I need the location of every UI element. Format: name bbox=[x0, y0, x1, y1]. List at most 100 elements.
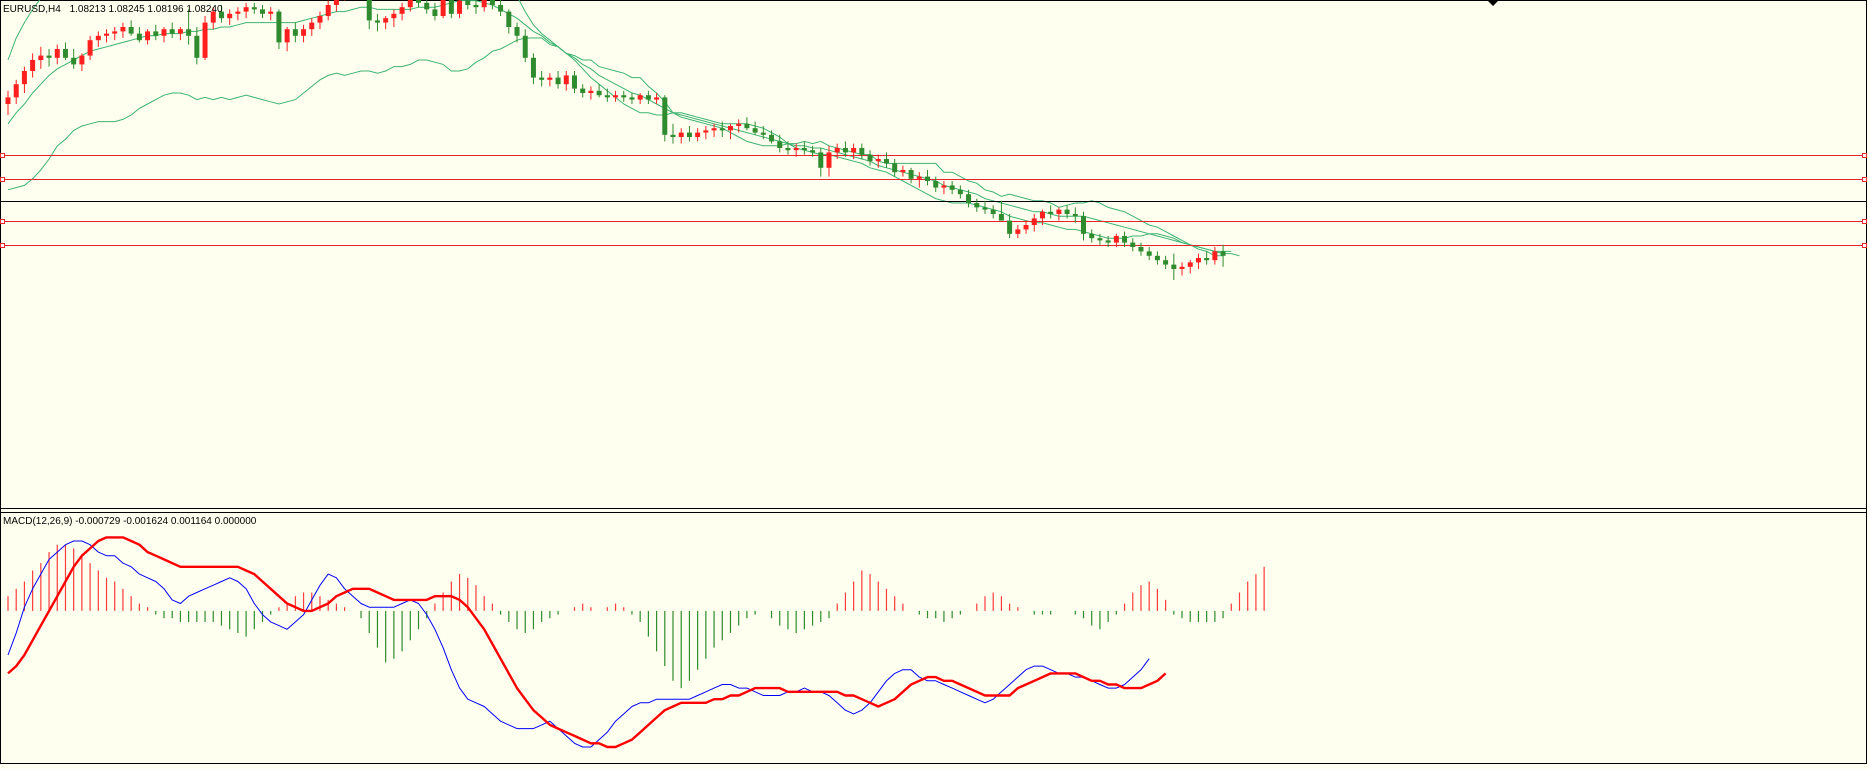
candle-body bbox=[243, 7, 249, 12]
candle-body bbox=[703, 130, 709, 133]
signal-line bbox=[7, 536, 1167, 749]
candle-body bbox=[186, 29, 192, 36]
candle-body bbox=[908, 170, 914, 179]
candle-body bbox=[752, 128, 758, 133]
candle-body bbox=[925, 176, 931, 181]
candle-body bbox=[974, 203, 980, 208]
candle-body bbox=[695, 132, 701, 137]
candle-body bbox=[514, 27, 520, 36]
candle-body bbox=[391, 13, 397, 19]
candle-body bbox=[547, 77, 553, 80]
candle-body bbox=[1130, 242, 1136, 247]
candle-body bbox=[317, 16, 323, 23]
candle-body bbox=[629, 97, 635, 100]
price-pane-title: EURUSD,H4 1.08213 1.08245 1.08196 1.0824… bbox=[3, 4, 223, 15]
candle-body bbox=[966, 194, 972, 203]
horizontal-line-handle-right[interactable] bbox=[1862, 177, 1867, 182]
candle-body bbox=[818, 152, 824, 168]
candle-body bbox=[54, 49, 60, 58]
candlesticks bbox=[5, 0, 1226, 280]
candle-body bbox=[1138, 247, 1144, 252]
candle-body bbox=[1023, 225, 1029, 230]
candle-body bbox=[1212, 251, 1218, 261]
horizontal-line-handle-left[interactable] bbox=[0, 243, 5, 248]
candle-body bbox=[104, 33, 110, 36]
chart-shift-marker-icon[interactable] bbox=[1487, 0, 1499, 6]
horizontal-line-handle-left[interactable] bbox=[0, 219, 5, 224]
candle-body bbox=[555, 77, 561, 85]
candle-body bbox=[867, 154, 873, 162]
candle-body bbox=[1089, 233, 1095, 239]
horizontal-lines[interactable] bbox=[0, 153, 1867, 248]
candle-body bbox=[210, 11, 216, 23]
horizontal-line-handle-left[interactable] bbox=[0, 177, 5, 182]
candle-body bbox=[465, 0, 471, 5]
candle-body bbox=[744, 123, 750, 129]
candle-body bbox=[120, 27, 126, 32]
bollinger-middle-line bbox=[7, 0, 1240, 257]
macd-line bbox=[7, 540, 1150, 748]
candle-body bbox=[1015, 229, 1021, 234]
candle-body bbox=[1056, 209, 1062, 214]
candle-body bbox=[760, 132, 766, 135]
candle-body bbox=[87, 40, 93, 56]
candle-body bbox=[440, 0, 446, 16]
candle-body bbox=[834, 148, 840, 153]
candle-body bbox=[177, 29, 183, 34]
candle-body bbox=[112, 31, 118, 34]
candle-body bbox=[292, 29, 298, 36]
candle-body bbox=[432, 9, 438, 16]
candle-body bbox=[79, 55, 85, 65]
candle-body bbox=[957, 189, 963, 195]
candle-body bbox=[416, 0, 421, 3]
candle-body bbox=[407, 0, 413, 8]
candle-body bbox=[95, 35, 101, 41]
candle-body bbox=[481, 0, 487, 8]
candle-body bbox=[859, 148, 865, 155]
horizontal-line-handle-right[interactable] bbox=[1862, 153, 1867, 158]
candle-body bbox=[333, 0, 339, 5]
candle-body bbox=[580, 88, 586, 93]
candle-body bbox=[489, 0, 495, 5]
candle-body bbox=[801, 148, 807, 151]
candle-body bbox=[645, 95, 651, 100]
candle-body bbox=[5, 97, 11, 104]
candle-body bbox=[777, 141, 783, 148]
candle-body bbox=[539, 77, 545, 80]
candle-body bbox=[933, 181, 939, 188]
candle-body bbox=[826, 152, 832, 168]
candle-body bbox=[1154, 255, 1160, 261]
candle-body bbox=[1072, 214, 1078, 217]
candle-body bbox=[251, 7, 257, 10]
candle-body bbox=[563, 75, 569, 85]
candle-body bbox=[30, 60, 36, 71]
candle-body bbox=[678, 132, 684, 137]
candle-body bbox=[1105, 240, 1111, 243]
candle-body bbox=[621, 95, 627, 98]
horizontal-line-handle-right[interactable] bbox=[1862, 243, 1867, 248]
symbol-label: EURUSD,H4 bbox=[3, 4, 61, 15]
candle-body bbox=[457, 0, 463, 14]
candle-body bbox=[284, 29, 290, 43]
candle-body bbox=[227, 13, 233, 19]
candle-body bbox=[530, 57, 536, 78]
candle-body bbox=[218, 11, 224, 19]
candle-body bbox=[842, 148, 848, 153]
candle-body bbox=[900, 170, 906, 173]
candle-body bbox=[571, 75, 577, 89]
horizontal-line-handle-right[interactable] bbox=[1862, 219, 1867, 224]
candle-body bbox=[982, 207, 988, 210]
macd-pane-title: MACD(12,26,9) -0.000729 -0.001624 0.0011… bbox=[3, 516, 257, 527]
candle-body bbox=[473, 5, 479, 8]
candle-body bbox=[1007, 220, 1013, 234]
candle-body bbox=[998, 214, 1004, 221]
horizontal-line-handle-left[interactable] bbox=[0, 153, 5, 158]
bollinger-upper-line bbox=[7, 0, 1232, 252]
candle-body bbox=[613, 95, 619, 98]
candle-body bbox=[498, 5, 504, 12]
candle-body bbox=[1220, 251, 1226, 256]
candle-body bbox=[38, 55, 44, 60]
candle-body bbox=[785, 148, 791, 151]
